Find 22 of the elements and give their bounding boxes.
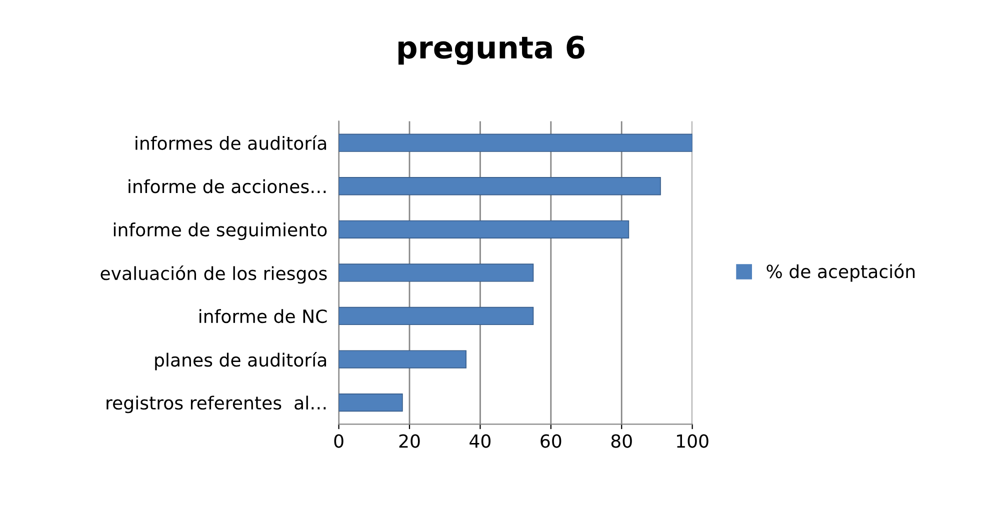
y-tick-label: informes de auditoría: [136, 135, 326, 150]
x-tick-label: 80: [611, 434, 632, 448]
bar: [338, 134, 692, 152]
chart-title: pregunta 6: [398, 36, 584, 65]
x-tick-label: 20: [399, 434, 420, 448]
bar: [338, 350, 466, 368]
legend-label: % de aceptación: [766, 264, 915, 282]
x-tick-label: 100: [677, 434, 708, 448]
x-tick-label: 40: [470, 434, 490, 448]
y-tick-label: registros referentes al…: [106, 396, 326, 414]
bar: [338, 264, 534, 282]
y-tick-label: planes de auditoría: [155, 352, 326, 370]
x-tick-label: 0: [334, 434, 344, 448]
y-tick-label: informe de acciones…: [128, 179, 326, 194]
bar: [338, 393, 403, 412]
y-tick-label: informe de seguimiento: [114, 222, 327, 240]
y-tick-label: evaluación de los riesgos: [100, 265, 327, 284]
bar: [338, 220, 630, 238]
x-tick-label: 60: [540, 434, 562, 448]
bar: [338, 177, 661, 196]
bar: [338, 306, 534, 326]
y-tick-label: informe de NC: [200, 309, 327, 324]
